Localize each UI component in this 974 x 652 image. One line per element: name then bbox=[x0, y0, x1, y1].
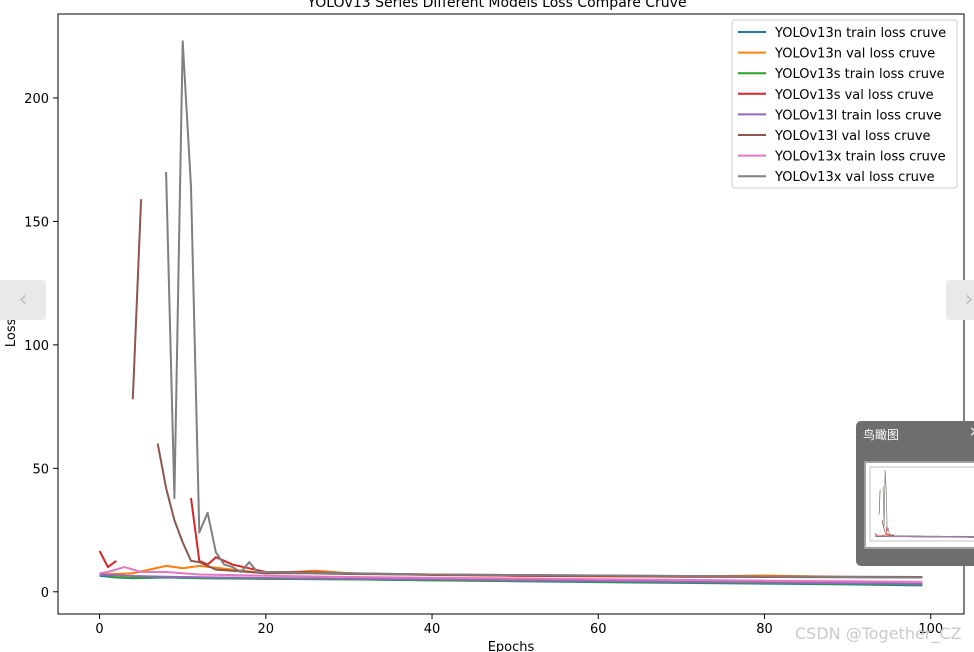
minimap-series-7 bbox=[882, 470, 974, 537]
chart-title: YOLOv13 Series Different Models Loss Com… bbox=[306, 0, 686, 11]
legend-entry: YOLOv13n train loss cruve bbox=[774, 26, 946, 41]
y-tick-label: 200 bbox=[24, 92, 49, 107]
series-line-3 bbox=[98, 497, 923, 579]
x-tick-label: 80 bbox=[756, 622, 773, 637]
y-tick-label: 0 bbox=[41, 586, 49, 601]
axis-ticks: 0 20 40 60 80 100 0 50 100 150 200 bbox=[24, 92, 943, 637]
series-line-4 bbox=[99, 573, 923, 585]
minimap-chart-thumbnail bbox=[869, 466, 974, 542]
minimap-panel: 鸟瞰图 × bbox=[856, 421, 974, 566]
next-image-button[interactable]: › bbox=[946, 280, 974, 320]
y-tick-label: 150 bbox=[24, 215, 49, 230]
x-tick-label: 40 bbox=[424, 622, 441, 637]
legend-entry: YOLOv13n val loss cruve bbox=[774, 47, 935, 62]
legend-box bbox=[731, 19, 958, 189]
series-line-7 bbox=[165, 40, 923, 579]
y-tick-label: 50 bbox=[32, 462, 49, 477]
minimap-series-5 bbox=[878, 489, 974, 537]
minimap-series-6 bbox=[874, 534, 974, 538]
legend-entry: YOLOv13s val loss cruve bbox=[774, 88, 934, 103]
x-tick-label: 0 bbox=[95, 622, 103, 637]
legend-entry: YOLOv13s train loss cruve bbox=[774, 67, 945, 82]
series-line-6 bbox=[99, 566, 923, 583]
minimap-viewport[interactable] bbox=[864, 461, 974, 549]
x-axis-label: Epochs bbox=[488, 640, 535, 652]
minimap-frame bbox=[869, 466, 974, 542]
legend-entry: YOLOv13x val loss cruve bbox=[774, 170, 935, 185]
legend-entry: YOLOv13l val loss cruve bbox=[774, 129, 931, 144]
watermark: CSDN @Together_CZ bbox=[795, 624, 962, 643]
x-tick-label: 20 bbox=[258, 622, 275, 637]
y-tick-label: 100 bbox=[24, 339, 49, 354]
x-tick-label: 60 bbox=[590, 622, 607, 637]
legend: YOLOv13n train loss cruve YOLOv13n val lo… bbox=[731, 19, 958, 189]
previous-image-button[interactable]: ‹ bbox=[0, 280, 46, 320]
legend-entry: YOLOv13x train loss cruve bbox=[774, 150, 946, 165]
series-line-5 bbox=[131, 199, 923, 578]
minimap-title: 鸟瞰图 bbox=[863, 428, 900, 442]
legend-entry: YOLOv13l train loss cruve bbox=[774, 108, 942, 123]
series-lines bbox=[98, 40, 923, 587]
x-tick-label: 100 bbox=[918, 622, 943, 637]
close-icon[interactable]: × bbox=[969, 424, 974, 440]
